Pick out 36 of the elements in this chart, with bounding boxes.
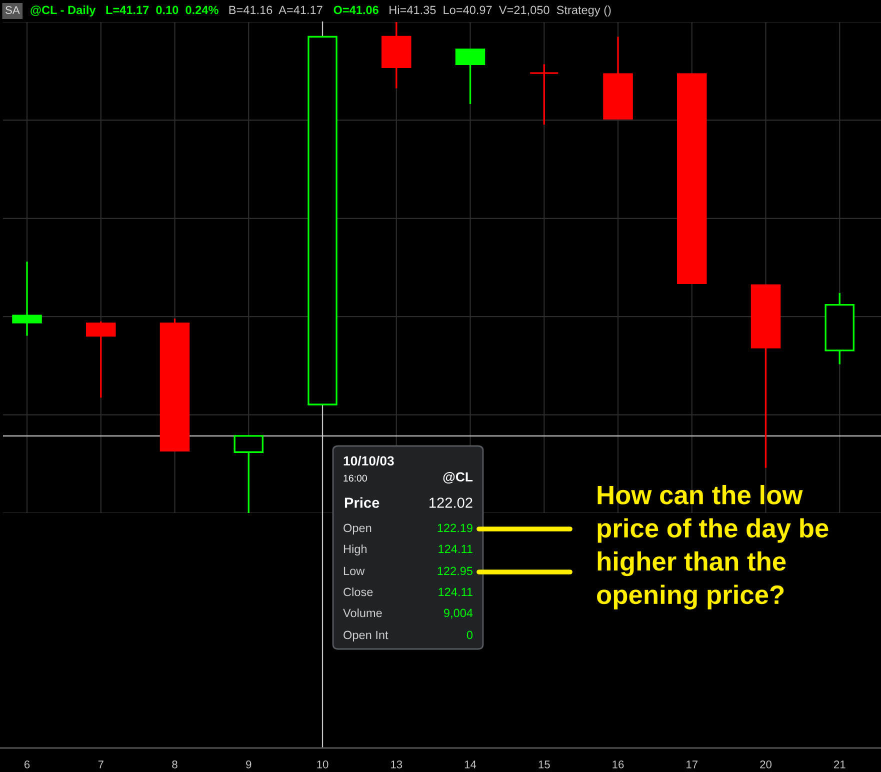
text: Open Int (344, 630, 388, 642)
x-tick-label: 15 (538, 760, 550, 768)
text: Volume (343, 608, 382, 618)
text: Hi=41.35 Lo=40.97 V=21,050 Strategy () (390, 6, 611, 16)
text: L=41.17 0.10 0.24% (106, 6, 218, 14)
x-tick-label: 21 (834, 760, 846, 768)
text: 124.11 (438, 588, 472, 596)
annotation: 122.02 (430, 498, 472, 508)
text: 0 (466, 630, 473, 640)
x-tick-label: 14 (464, 760, 476, 768)
text: Open (344, 524, 372, 534)
x-tick-label: 8 (172, 760, 178, 768)
text: 124.11 (438, 544, 472, 554)
text: 9,004 (444, 608, 473, 619)
text: SA (6, 6, 20, 14)
text: Low (344, 566, 365, 576)
x-tick-label: 17 (686, 760, 698, 768)
annotation: Price (344, 497, 380, 508)
x-tick-label: 9 (246, 760, 252, 768)
text: High (344, 544, 367, 556)
x-tick-label: 20 (760, 760, 772, 768)
x-tick-label: 10 (317, 760, 328, 768)
annotation: How can the low price of the day be higher than the opening price? (597, 485, 828, 610)
text: B=41.16 A=41.17 (229, 6, 322, 14)
text: 122.95 (438, 566, 473, 576)
text: O=41.06 (334, 6, 378, 14)
text: @CL - Daily (30, 6, 96, 16)
annotation: @CL (443, 472, 473, 484)
annotation: 16:00 (344, 474, 367, 482)
x-tick-label: 13 (391, 760, 402, 768)
text: 122.19 (438, 524, 472, 532)
x-tick-label: 6 (24, 760, 30, 768)
annotation: 10/10/03 (344, 456, 394, 466)
text: Close (344, 587, 373, 596)
x-tick-label: 7 (98, 760, 104, 768)
x-tick-label: 16 (612, 760, 624, 768)
